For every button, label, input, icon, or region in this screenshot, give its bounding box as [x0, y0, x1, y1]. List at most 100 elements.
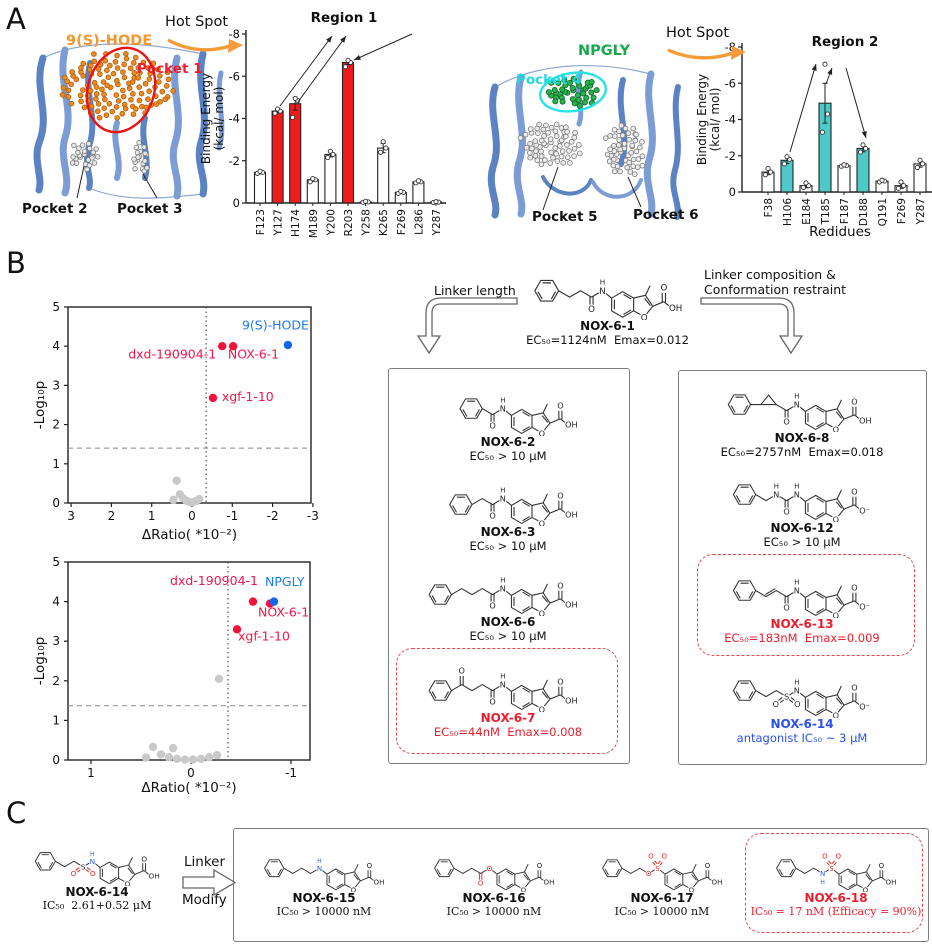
svg-text:N: N: [794, 586, 800, 596]
compound-name: NOX-6-13: [770, 617, 834, 631]
svg-text:-6: -6: [725, 76, 736, 90]
svg-text:Region 2: Region 2: [812, 34, 879, 50]
svg-text:O: O: [646, 869, 652, 878]
compound-potency: IC₅₀ > 10000 nM: [276, 905, 372, 918]
svg-text:(kcal/ mol): (kcal/ mol): [708, 88, 722, 152]
svg-text:N: N: [773, 490, 779, 500]
svg-text:O: O: [783, 416, 789, 426]
svg-text:NOX-6-1: NOX-6-1: [258, 605, 309, 620]
pocket-1-outline: [85, 46, 157, 134]
svg-text:S: S: [655, 864, 660, 873]
svg-text:Y287: Y287: [431, 209, 443, 236]
svg-text:F187: F187: [839, 198, 851, 224]
svg-text:N: N: [794, 400, 800, 410]
pocket-3-label: Pocket 3: [117, 201, 183, 217]
svg-text:H: H: [794, 579, 799, 587]
svg-text:OH: OH: [374, 878, 385, 887]
svg-text:2: 2: [52, 418, 60, 432]
svg-text:3: 3: [67, 509, 75, 523]
svg-text:O⁻: O⁻: [859, 505, 870, 515]
volcano-plot-9s-hode: 3 2 1 0 -1 -2 -3 0 1 2 3 4 5 9(S)-HODE dxd-190904-1 NOX…: [30, 295, 330, 547]
svg-text:S: S: [784, 692, 789, 702]
svg-text:NPGLY: NPGLY: [265, 574, 305, 589]
pocket-1-label: Pocket 1: [137, 61, 203, 77]
pocket-6-pointer: [627, 176, 642, 208]
svg-text:O: O: [588, 305, 595, 315]
arrow-label-linker-length: Linker length: [434, 283, 516, 298]
svg-text:9(S)-HODE: 9(S)-HODE: [242, 318, 309, 333]
binding-energy-chart-region1: 0 -2 -4 -6 -8 Binding Energy (kcal/ mol) F123 Y1…: [196, 6, 449, 246]
svg-text:OH: OH: [565, 419, 578, 429]
svg-text:O: O: [661, 852, 667, 861]
svg-text:N: N: [500, 680, 506, 690]
highlight-box-nox-6-13: [697, 554, 915, 656]
svg-text:xgf-1-10: xgf-1-10: [238, 628, 290, 643]
svg-text:OH: OH: [712, 878, 723, 887]
binding-energy-chart-region2: 0 -2 -4 -6 -8 Binding Energy (kcal/ mol) F38 H10…: [690, 6, 932, 246]
svg-text:H: H: [599, 277, 605, 286]
compound-potency: EC₅₀ > 10 μM: [469, 629, 547, 643]
svg-text:-Log₁₀p: -Log₁₀p: [32, 637, 48, 685]
svg-text:H106: H106: [782, 198, 794, 226]
pocket-6-dots: [602, 122, 646, 177]
svg-text:NOX-6-1: NOX-6-1: [228, 347, 279, 362]
svg-text:O: O: [835, 852, 841, 861]
svg-text:0: 0: [729, 185, 736, 199]
structure-nox-6-1: NH O OH: [533, 276, 683, 320]
svg-text:2: 2: [108, 509, 116, 523]
svg-text:OH: OH: [886, 878, 897, 887]
svg-text:O: O: [822, 852, 828, 861]
svg-text:Y287: Y287: [915, 198, 927, 225]
svg-text:-6: -6: [229, 69, 240, 83]
svg-text:N: N: [500, 494, 506, 504]
svg-text:-Log₁₀p: -Log₁₀p: [32, 381, 48, 429]
svg-text:H: H: [500, 397, 505, 405]
panel-c-label: C: [6, 796, 27, 830]
svg-text:O: O: [783, 602, 789, 612]
svg-text:O: O: [478, 878, 484, 887]
pocket-3-dots: [131, 140, 150, 174]
svg-text:R203: R203: [343, 209, 355, 236]
compound-potency: IC₅₀ > 10000 nM: [446, 905, 542, 918]
pocket-2-dots: [69, 141, 101, 173]
svg-text:Binding Energy: Binding Energy: [695, 74, 709, 165]
svg-text:OH: OH: [148, 871, 159, 880]
svg-text:dxd-190904-1: dxd-190904-1: [128, 347, 216, 362]
svg-text:3: 3: [52, 634, 60, 648]
svg-text:H: H: [794, 679, 799, 687]
compound-potency: EC₅₀=44nM Emax=0.008: [433, 725, 583, 739]
svg-text:O: O: [489, 600, 495, 610]
compound-name: NOX-6-2: [480, 435, 536, 449]
compound-potency: antagonist IC₅₀ ~ 3 μM: [736, 731, 868, 745]
svg-text:O: O: [783, 506, 789, 516]
svg-text:OH: OH: [565, 599, 578, 609]
ligand-dots-npgly: [545, 75, 600, 110]
compound-potency: IC₅₀ = 17 nM (Efficacy = 90%): [750, 905, 922, 918]
compound-name: NOX-6-1: [580, 319, 635, 333]
svg-text:0: 0: [233, 196, 240, 210]
svg-text:H: H: [317, 858, 321, 865]
svg-text:4: 4: [52, 595, 60, 609]
svg-text:S: S: [829, 864, 834, 873]
svg-text:H: H: [794, 393, 799, 401]
sar-box-linker-length: [388, 368, 630, 764]
svg-text:Redidues: Redidues: [809, 224, 871, 240]
svg-text:-3: -3: [307, 509, 319, 523]
svg-text:O: O: [487, 864, 493, 873]
svg-text:N: N: [599, 287, 606, 297]
svg-text:OH: OH: [565, 695, 578, 705]
elbow-arrow-linker-composition: [700, 297, 804, 355]
svg-text:OH: OH: [668, 304, 681, 314]
svg-text:O: O: [648, 852, 654, 861]
arrow-label-modify: Modify: [182, 892, 227, 908]
pocket-2-label: Pocket 2: [22, 201, 88, 217]
svg-text:K265: K265: [378, 209, 390, 236]
svg-text:-4: -4: [229, 112, 240, 126]
svg-text:H: H: [500, 487, 505, 495]
svg-text:-2: -2: [267, 509, 279, 523]
